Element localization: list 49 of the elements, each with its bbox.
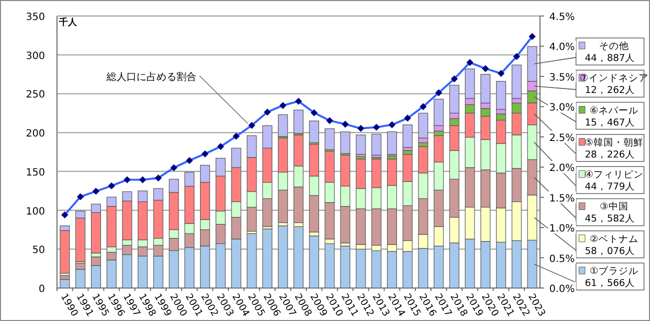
y2-tick-label: 3.0% — [549, 102, 575, 114]
y-tick-label: 150 — [26, 167, 45, 178]
y-tick-label: 200 — [26, 128, 45, 140]
legend-label: その他 — [599, 40, 629, 52]
text: 総人口に占める割合 — [106, 70, 197, 83]
y-tick-label: 100 — [26, 206, 45, 218]
legend-label: ④フィリピン — [584, 170, 644, 181]
y2-tick-label: 0.0% — [549, 284, 575, 295]
bar — [309, 236, 320, 288]
bar — [402, 124, 413, 148]
legend-label: ⑤韓国・朝鮮 — [584, 136, 644, 148]
y2-tick-label: 4.5% — [549, 12, 575, 23]
y2-tick-label: 1.5% — [549, 193, 575, 204]
bar — [371, 134, 382, 156]
legend-label: ③中国 — [600, 200, 628, 213]
bar — [262, 228, 272, 288]
y2-tick-label: 0.5% — [549, 254, 575, 265]
annotation: 15，467人 — [584, 117, 636, 128]
bar — [356, 248, 366, 288]
y2-tick-label: 2.0% — [549, 163, 575, 174]
annotation: 61，566人 — [584, 278, 636, 289]
y2-tick-label: 3.5% — [549, 72, 575, 84]
y-tick-label: 300 — [26, 50, 45, 62]
annotation: 58，076人 — [584, 246, 636, 257]
bar — [278, 226, 288, 288]
y-tick-label: 250 — [26, 90, 45, 101]
legend-label: ②ベトナム — [590, 234, 638, 245]
y2-tick-label: 4.0% — [549, 42, 575, 54]
bar — [324, 243, 335, 288]
text: ⑦インドネシア — [580, 73, 648, 84]
y-axis-title: 千人 — [58, 17, 78, 28]
y-tick-label: 0 — [38, 284, 45, 295]
y2-tick-label: 2.5% — [549, 132, 575, 144]
legend-label: ⑥ネパール — [590, 105, 638, 116]
bar — [60, 279, 70, 288]
bar — [294, 226, 304, 288]
y-tick-label: 50 — [32, 245, 45, 256]
y2-tick-label: 1.0% — [549, 224, 575, 235]
legend-label: ①ブラジル — [590, 265, 638, 277]
annotation: 44，887人 — [584, 53, 636, 64]
annotation: 45，582人 — [584, 214, 636, 225]
annotation: 44，779人 — [584, 182, 636, 193]
bar — [246, 233, 257, 288]
annotation: 12，262人 — [584, 85, 636, 96]
y-tick-label: 350 — [26, 12, 45, 23]
annotation: 28，226人 — [584, 149, 636, 160]
bar — [496, 80, 506, 110]
bar — [356, 134, 366, 155]
bar — [340, 246, 350, 288]
